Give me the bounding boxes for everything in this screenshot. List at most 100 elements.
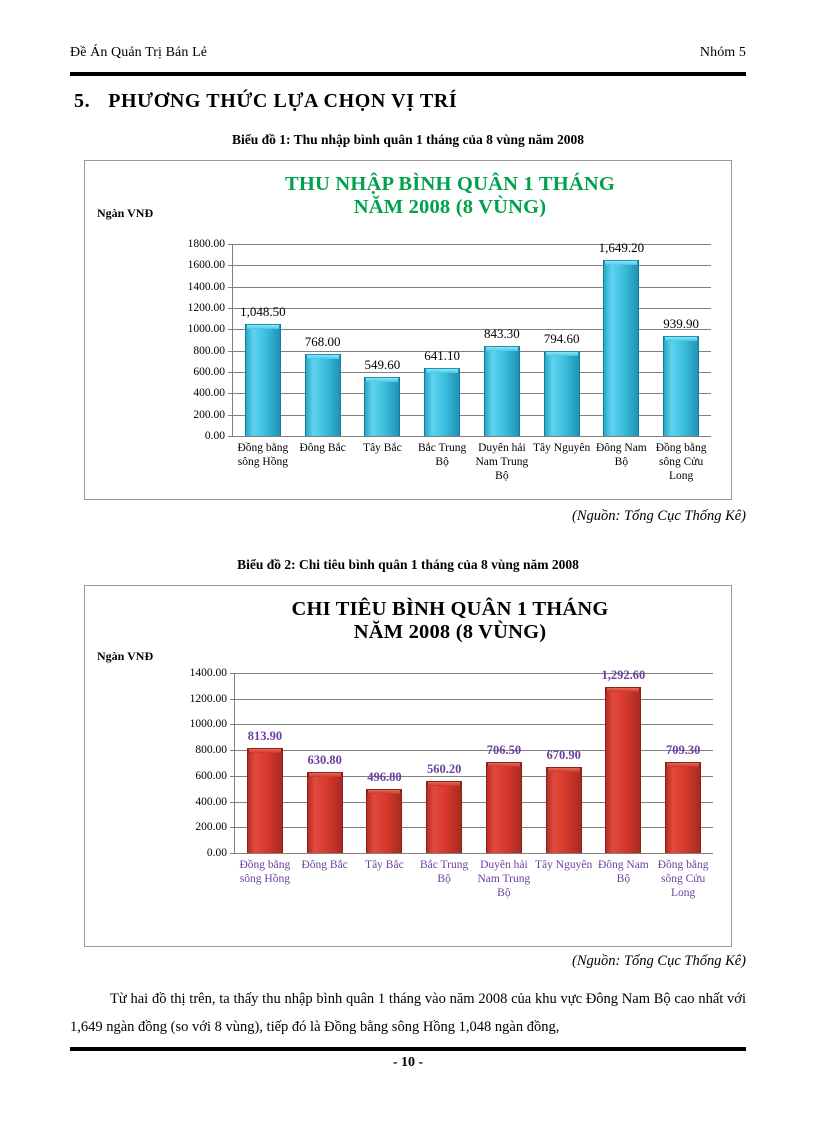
y-axis-tick-label: 1600.00: [187, 259, 225, 272]
chart-2-bars: 813.90 630.80 496.80 560.20 706.50 670.90 1,29…: [235, 668, 713, 853]
bar[interactable]: [306, 771, 343, 853]
bar-cap: [546, 766, 581, 772]
bar[interactable]: [665, 761, 702, 853]
y-axis-tick: [230, 827, 235, 829]
bar-slot: 1,048.50: [233, 244, 293, 436]
y-axis-tick-label: 1400.00: [187, 280, 225, 293]
y-axis-tick: [228, 414, 233, 416]
gridline: [235, 673, 713, 674]
bar[interactable]: [545, 766, 582, 853]
y-axis-tick: [228, 244, 233, 245]
bar-cap: [245, 324, 280, 330]
bar[interactable]: [244, 324, 281, 436]
gridline: [233, 393, 711, 395]
y-axis-tick-label: 200.00: [195, 821, 227, 834]
bar-value-label: 496.80: [367, 770, 402, 785]
bar[interactable]: [485, 762, 522, 853]
y-axis-tick: [228, 393, 233, 395]
bar-slot: 843.30: [472, 244, 532, 436]
bar-slot: 813.90: [235, 673, 295, 853]
document-header: Đề Án Quản Trị Bán Lẻ Nhóm 5: [70, 45, 746, 61]
bar-value-label: 794.60: [543, 331, 580, 347]
bar[interactable]: [424, 367, 461, 436]
gridline: [233, 286, 711, 288]
bar-slot: 496.80: [355, 673, 415, 853]
y-axis-tick-label: 1000.00: [189, 718, 227, 731]
y-axis-tick: [228, 329, 233, 331]
bar-cap: [604, 260, 639, 266]
y-axis-tick: [230, 775, 235, 777]
chart-2-y-axis-line: [234, 673, 235, 853]
y-axis-tick: [228, 286, 233, 288]
bar[interactable]: [364, 377, 401, 436]
bar-slot: 1,292.60: [594, 668, 654, 853]
y-axis-tick: [228, 308, 233, 309]
chart-2-title-line-2: NĂM 2008 (8 VÙNG): [353, 620, 547, 643]
bar[interactable]: [543, 351, 580, 436]
y-axis-tick: [230, 853, 235, 854]
bar-slot: 939.90: [651, 244, 711, 436]
x-axis-category-label: Duyên hải Nam Trung Bộ: [475, 442, 529, 482]
chart-1-y-axis-line: [232, 244, 233, 436]
bar-slot: 1,649.20: [592, 240, 652, 436]
bar[interactable]: [246, 748, 283, 853]
gridline: [235, 724, 713, 726]
x-axis-category-label: Bắc Trung Bộ: [418, 442, 467, 468]
bar-value-label: 641.10: [424, 347, 460, 363]
bar[interactable]: [663, 335, 700, 436]
bar-value-label: 1,292.60: [601, 667, 646, 682]
bar-value-label: 709.30: [665, 742, 701, 757]
header-divider: [70, 72, 746, 76]
x-axis-category-label: Đồng bằng sông Cửu Long: [655, 442, 707, 482]
gridline: [233, 436, 711, 437]
y-axis-tick-label: 400.00: [195, 795, 227, 808]
header-right-text: Nhóm 5: [699, 45, 746, 60]
bar[interactable]: [366, 789, 403, 853]
gridline: [233, 308, 711, 309]
bar-slot: 794.60: [532, 244, 592, 436]
bar[interactable]: [605, 686, 642, 853]
bar-value-label: 813.90: [247, 729, 283, 744]
chart-2-title-line-1: CHI TIÊU BÌNH QUÂN 1 THÁNG: [291, 598, 609, 620]
bar-slot: 670.90: [534, 673, 594, 853]
x-axis-category-label: Tây Nguyên: [533, 442, 591, 454]
bar-value-label: 549.60: [364, 357, 401, 373]
figure-2-caption: Biểu đồ 2: Chi tiêu bình quân 1 tháng củ…: [237, 557, 579, 572]
gridline: [235, 801, 713, 803]
x-axis-category-label: Đông Bắc: [299, 442, 346, 454]
chart-1-title-line-2: NĂM 2008 (8 VÙNG): [353, 195, 547, 218]
y-axis-tick-label: 1400.00: [189, 667, 227, 679]
gridline: [235, 827, 713, 829]
figure-1-source: (Nguồn: Tổng Cục Thống Kê): [572, 508, 746, 524]
bar-value-label: 843.30: [484, 326, 520, 342]
x-axis-category-label: Duyên hải Nam Trung Bộ: [477, 859, 531, 899]
x-axis-category-label: Đồng bằng sông Hồng: [237, 442, 289, 468]
bar-slot: 706.50: [474, 673, 534, 853]
bar[interactable]: [603, 260, 640, 436]
bar-cap: [307, 771, 342, 777]
chart-1-title: THU NHẬP BÌNH QUÂN 1 THÁNG NĂM 2008 (8 V…: [185, 173, 715, 219]
y-axis-tick: [228, 350, 233, 352]
y-axis-tick-label: 0.00: [204, 430, 225, 442]
y-axis-tick: [230, 698, 235, 700]
gridline: [233, 372, 711, 373]
y-axis-tick-label: 1200.00: [189, 692, 227, 705]
footer-page-number: - 10 -: [392, 1055, 424, 1070]
y-axis-tick: [230, 724, 235, 726]
gridline: [235, 853, 713, 854]
y-axis-tick: [230, 750, 235, 752]
bar[interactable]: [304, 354, 341, 436]
bar-cap: [486, 762, 521, 768]
y-axis-tick-label: 600.00: [195, 769, 227, 782]
bar-cap: [365, 377, 400, 383]
y-axis-tick: [228, 372, 233, 373]
bar-cap: [666, 761, 701, 767]
bar[interactable]: [426, 780, 463, 853]
chart-1-frame: THU NHẬP BÌNH QUÂN 1 THÁNG NĂM 2008 (8 V…: [84, 160, 732, 500]
y-axis-tick: [230, 801, 235, 803]
chart-2-y-axis-label: Ngàn VNĐ: [97, 649, 154, 663]
chart-2-plot-area: 0.00 200.00 400.00 600.00 800.00 1000.00 1200.…: [190, 667, 713, 899]
bar[interactable]: [483, 346, 520, 436]
bar-cap: [606, 686, 641, 692]
